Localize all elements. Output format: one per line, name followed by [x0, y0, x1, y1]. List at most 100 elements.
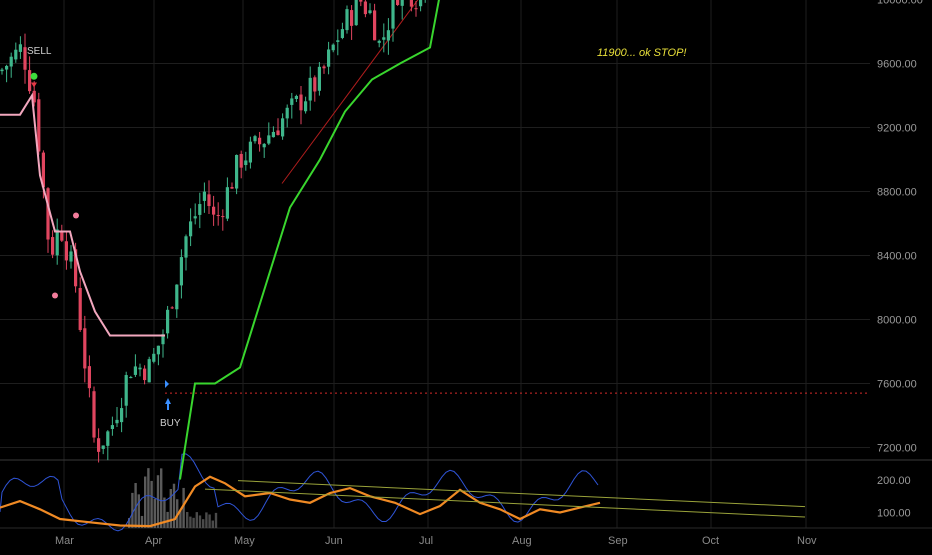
- candle-body: [419, 0, 423, 7]
- candle: [133, 354, 137, 378]
- osc-bar: [150, 480, 153, 528]
- candle: [55, 218, 59, 265]
- candle: [92, 386, 96, 443]
- price-tick: 9200.00: [877, 123, 917, 135]
- trendline-long: [281, 0, 419, 184]
- candle: [396, 0, 400, 6]
- candle-body: [133, 366, 137, 375]
- price-tick: 9600.00: [877, 59, 917, 71]
- candle: [124, 371, 128, 418]
- candle-body: [179, 257, 183, 286]
- candle-body: [170, 307, 174, 309]
- candle-body: [285, 107, 289, 119]
- candle-body: [120, 408, 124, 423]
- osc-bar: [137, 494, 140, 528]
- osc-bar: [140, 515, 144, 528]
- candle-body: [281, 118, 285, 137]
- osc-bar: [179, 509, 182, 528]
- candle: [373, 3, 377, 41]
- candle: [299, 86, 303, 125]
- candle-body: [276, 130, 280, 136]
- candle: [225, 177, 229, 222]
- osc-bar: [198, 515, 202, 528]
- candle-body: [248, 141, 252, 163]
- candle: [350, 5, 354, 40]
- candle: [322, 64, 326, 74]
- candle-body: [51, 237, 55, 255]
- candle-body: [74, 249, 78, 287]
- candle: [368, 3, 372, 15]
- candle-body: [350, 10, 354, 26]
- candle-body: [106, 431, 110, 446]
- candle: [317, 62, 321, 96]
- candle-body: [124, 375, 128, 406]
- osc-bar: [160, 468, 163, 528]
- candle: [386, 18, 390, 55]
- candle-body: [359, 0, 363, 2]
- candle: [340, 22, 344, 40]
- candle: [28, 56, 32, 94]
- osc-bar: [192, 517, 195, 528]
- candle: [400, 0, 404, 20]
- candle-body: [336, 40, 340, 42]
- price-tick: 7600.00: [877, 379, 917, 391]
- candle: [354, 0, 358, 26]
- candle-body: [101, 445, 105, 449]
- candle: [156, 345, 160, 366]
- osc-slow-line: [0, 475, 601, 528]
- candle-body: [193, 216, 197, 219]
- candle: [345, 5, 349, 34]
- month-label: Jun: [325, 535, 343, 547]
- grid: [0, 0, 932, 529]
- candle-body: [14, 49, 18, 60]
- candle-body: [391, 0, 395, 29]
- candle: [331, 43, 335, 53]
- candle: [262, 143, 266, 158]
- signal-markers: SELL BUY: [27, 46, 181, 429]
- candle-body: [207, 194, 211, 207]
- candle: [110, 416, 114, 436]
- candle-body: [267, 135, 271, 144]
- candle: [23, 33, 27, 84]
- supertrend: [0, 0, 440, 480]
- candle: [294, 94, 298, 103]
- candle: [239, 150, 243, 179]
- candle: [336, 29, 340, 56]
- candle-body: [340, 29, 344, 38]
- candle-body: [382, 37, 386, 40]
- osc-bar: [147, 468, 150, 528]
- candle-body: [308, 77, 312, 101]
- candle-body: [5, 65, 9, 70]
- osc-bar: [169, 489, 172, 528]
- candle: [101, 445, 105, 455]
- candle-body: [110, 425, 114, 429]
- candle: [221, 209, 225, 231]
- candle-body: [143, 368, 147, 381]
- supertrend-down-line: [0, 92, 165, 337]
- candle-body: [317, 66, 321, 91]
- osc-bar: [134, 483, 137, 528]
- candle: [87, 355, 91, 398]
- osc-bar: [195, 512, 198, 528]
- candle: [419, 0, 423, 12]
- candle-body: [239, 153, 243, 168]
- candle-body: [230, 187, 234, 189]
- candle: [290, 92, 294, 119]
- candle: [147, 356, 151, 383]
- candle-body: [64, 241, 68, 261]
- candle-body: [184, 236, 188, 258]
- candle: [308, 66, 312, 111]
- candle-body: [147, 359, 151, 383]
- candle: [179, 249, 183, 299]
- candle-body: [129, 377, 133, 379]
- candle-body: [244, 160, 248, 166]
- candle: [207, 180, 211, 215]
- candle-body: [304, 101, 308, 112]
- candle-body: [235, 154, 239, 189]
- candle-body: [83, 328, 87, 369]
- candle: [46, 187, 50, 253]
- trend-lines: [281, 0, 419, 184]
- candle-body: [0, 69, 4, 72]
